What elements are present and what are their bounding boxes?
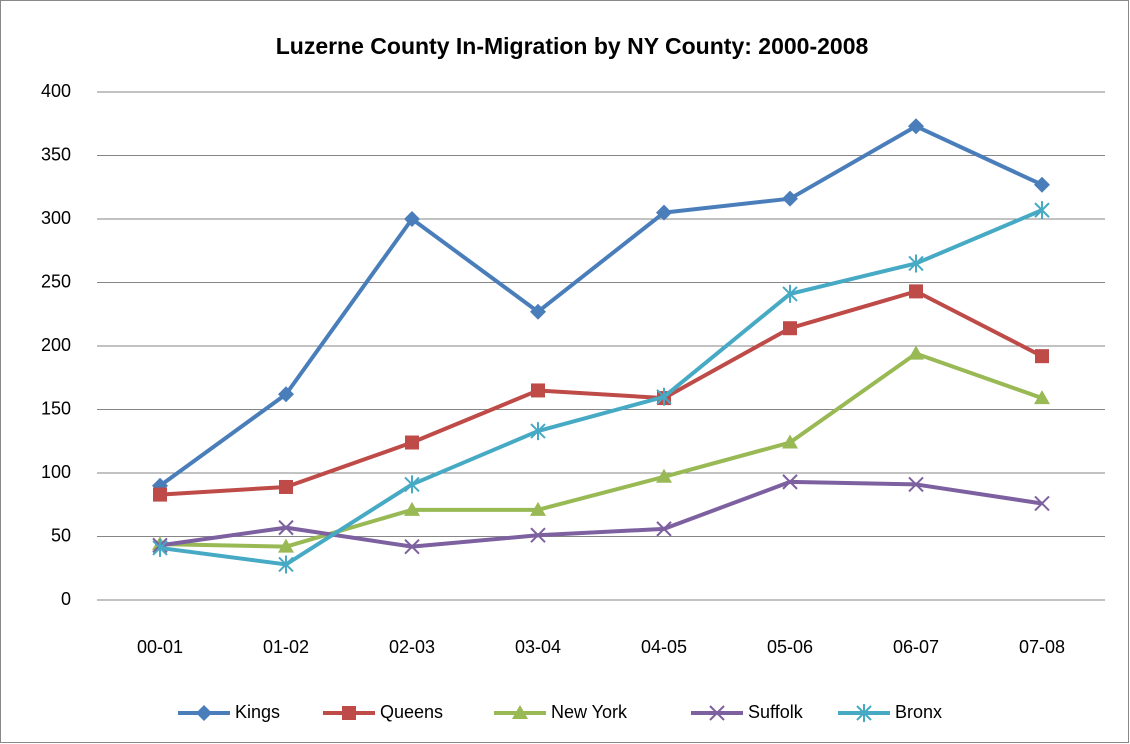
marker [782,474,798,490]
chart-title: Luzerne County In-Migration by NY County… [276,33,869,59]
marker [908,254,924,273]
marker [530,303,546,320]
x-tick-label: 00-01 [137,637,183,657]
marker [405,435,419,450]
x-tick-label: 05-06 [767,637,813,657]
marker [278,519,294,536]
marker [278,538,294,553]
x-tick-label: 02-03 [389,637,435,657]
y-tick-label: 50 [51,525,71,545]
marker [908,476,924,493]
marker [153,487,167,502]
marker [856,704,872,722]
marker [656,468,672,483]
marker [1035,349,1049,364]
x-tick-label: 01-02 [263,637,309,657]
marker [656,387,672,406]
marker [908,118,924,135]
marker [530,527,546,543]
x-tick-label: 07-08 [1019,637,1065,657]
series-line [159,479,1043,549]
legend-label: New York [551,702,628,722]
y-tick-label: 100 [41,462,71,482]
marker [1034,201,1050,220]
marker [279,479,293,494]
marker [1034,390,1050,405]
series-line [159,351,1043,549]
y-tick-label: 150 [41,398,71,418]
y-tick-label: 400 [41,81,71,101]
legend-label: Suffolk [748,702,804,722]
x-tick-label: 03-04 [515,637,561,657]
marker [782,434,798,449]
marker [909,284,923,299]
y-tick-label: 300 [41,208,71,228]
marker [1034,176,1050,193]
marker [530,422,546,441]
marker [709,705,725,721]
marker [404,538,420,555]
marker [783,321,797,336]
y-tick-label: 0 [61,589,71,609]
marker [278,386,294,403]
series-line [158,124,1043,488]
marker [404,475,420,494]
y-tick-label: 200 [41,335,71,355]
marker [404,501,420,516]
marker [656,204,672,221]
marker [908,345,924,360]
marker [1034,495,1050,512]
marker [512,705,528,719]
series-line [159,208,1043,567]
marker [196,705,212,721]
legend-label: Bronx [895,702,942,722]
marker [152,538,168,557]
marker [530,501,546,516]
marker [342,706,356,720]
x-tick-label: 06-07 [893,637,939,657]
marker [404,211,420,227]
marker [531,383,545,398]
y-tick-label: 250 [41,271,71,291]
series-line [159,289,1043,497]
marker [278,555,294,574]
marker [656,521,672,537]
legend-label: Queens [380,702,443,722]
marker [782,284,798,303]
x-tick-label: 04-05 [641,637,687,657]
marker [782,190,798,207]
y-tick-label: 350 [41,144,71,164]
legend-label: Kings [235,702,280,722]
